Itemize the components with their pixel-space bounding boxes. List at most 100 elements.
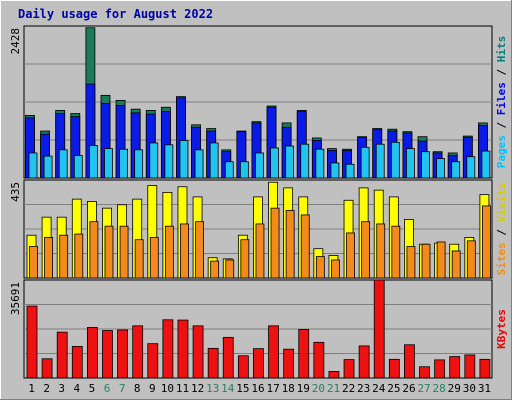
bar-kbytes-day-24 bbox=[373, 279, 385, 379]
x-tick-label-day-29: 29 bbox=[448, 382, 461, 395]
x-tick-label-day-14: 14 bbox=[221, 382, 235, 395]
bar-sites-day-19 bbox=[300, 214, 310, 279]
x-tick-label-day-30: 30 bbox=[463, 382, 476, 395]
bar-kbytes-day-30 bbox=[464, 354, 476, 379]
bar-sites-day-25 bbox=[391, 225, 401, 279]
chart-panels: 2428 Pages / Files / Hits 435 Sites / Visit… bbox=[9, 25, 508, 379]
panel-kbytes: 35691 KBytes bbox=[9, 279, 508, 379]
bar-kbytes-day-26 bbox=[404, 344, 415, 379]
side-legend-part: Hits bbox=[495, 36, 508, 63]
bar-sites-day-30 bbox=[466, 240, 476, 279]
bar-pages-day-30 bbox=[466, 156, 476, 179]
side-legend-part: Pages bbox=[495, 135, 508, 168]
x-tick-label-day-13: 13 bbox=[206, 382, 219, 395]
bar-sites-day-13 bbox=[210, 260, 220, 279]
chart-title: Daily usage for August 2022 bbox=[18, 7, 213, 21]
panel-hits-files-pages: 2428 Pages / Files / Hits bbox=[9, 25, 508, 179]
bar-sites-day-10 bbox=[164, 225, 174, 279]
x-tick-label-day-25: 25 bbox=[387, 382, 400, 395]
bar-sites-day-5 bbox=[89, 221, 99, 279]
x-tick-label-day-11: 11 bbox=[176, 382, 189, 395]
bar-pages-day-16 bbox=[255, 152, 264, 179]
bar-sites-day-4 bbox=[74, 233, 84, 279]
bar-kbytes-day-25 bbox=[388, 358, 400, 379]
x-axis-tick-labels: 1 2 3 4 5 6 7 8 9 10 11 12 13 14 15 16 17 18 19 20 21 22 23 24 2… bbox=[28, 382, 491, 395]
bar-kbytes-day-4 bbox=[71, 346, 83, 379]
bar-kbytes-day-7 bbox=[117, 329, 128, 379]
bar-kbytes-day-11 bbox=[177, 319, 189, 379]
bar-kbytes-day-12 bbox=[192, 325, 204, 379]
bar-pages-day-18 bbox=[285, 145, 295, 179]
bar-pages-day-3 bbox=[58, 149, 68, 179]
x-tick-label-day-23: 23 bbox=[357, 382, 370, 395]
bar-sites-day-3 bbox=[59, 234, 69, 279]
bar-pages-day-5 bbox=[88, 145, 98, 179]
bar-kbytes-day-29 bbox=[449, 356, 461, 379]
side-legend-part: Sites bbox=[495, 242, 508, 275]
bar-sites-day-29 bbox=[451, 250, 461, 279]
x-tick-label-day-22: 22 bbox=[342, 382, 355, 395]
x-tick-label-day-6: 6 bbox=[104, 382, 111, 395]
side-legend-part: / bbox=[495, 62, 508, 82]
y-max-label: 35691 bbox=[9, 282, 22, 315]
x-tick-label-day-4: 4 bbox=[74, 382, 81, 395]
bar-sites-day-21 bbox=[331, 259, 340, 279]
x-tick-label-day-20: 20 bbox=[312, 382, 325, 395]
bar-pages-day-27 bbox=[421, 151, 430, 179]
x-tick-label-day-3: 3 bbox=[58, 382, 65, 395]
bar-sites-day-27 bbox=[421, 243, 431, 279]
bar-pages-day-17 bbox=[270, 147, 279, 179]
x-tick-label-day-8: 8 bbox=[134, 382, 141, 395]
bar-pages-day-12 bbox=[194, 149, 204, 179]
bar-pages-day-21 bbox=[330, 162, 340, 179]
bar-pages-day-13 bbox=[209, 142, 219, 179]
x-tick-label-day-31: 31 bbox=[478, 382, 491, 395]
x-tick-label-day-7: 7 bbox=[119, 382, 126, 395]
bar-pages-day-26 bbox=[406, 148, 415, 179]
bar-sites-day-8 bbox=[134, 239, 144, 279]
x-tick-label-day-5: 5 bbox=[89, 382, 96, 395]
bar-pages-day-23 bbox=[360, 146, 370, 179]
side-legend-part: Visits bbox=[495, 183, 508, 223]
bar-pages-day-15 bbox=[239, 161, 249, 179]
bar-kbytes-day-28 bbox=[434, 359, 446, 379]
x-tick-label-day-12: 12 bbox=[191, 382, 204, 395]
bar-sites-day-7 bbox=[119, 225, 129, 279]
bar-kbytes-day-14 bbox=[222, 336, 234, 379]
bar-sites-day-9 bbox=[149, 237, 159, 279]
x-tick-label-day-18: 18 bbox=[282, 382, 295, 395]
bar-sites-day-6 bbox=[104, 225, 114, 279]
bar-kbytes-day-23 bbox=[358, 345, 370, 379]
x-tick-label-day-17: 17 bbox=[266, 382, 279, 395]
bar-kbytes-day-15 bbox=[237, 355, 249, 379]
bar-sites-day-11 bbox=[180, 223, 189, 279]
bar-pages-day-29 bbox=[451, 161, 461, 179]
bar-pages-day-11 bbox=[179, 140, 189, 179]
bar-pages-day-20 bbox=[315, 148, 325, 179]
bar-kbytes-day-8 bbox=[132, 325, 144, 379]
bar-kbytes-day-9 bbox=[147, 343, 159, 379]
side-legend-part: / bbox=[495, 222, 508, 242]
x-tick-label-day-21: 21 bbox=[327, 382, 340, 395]
bar-sites-day-15 bbox=[240, 239, 250, 279]
bar-sites-day-26 bbox=[406, 246, 416, 279]
bar-pages-day-1 bbox=[28, 152, 38, 179]
bar-kbytes-day-5 bbox=[86, 327, 98, 379]
bar-kbytes-day-2 bbox=[41, 358, 53, 379]
bar-pages-day-25 bbox=[390, 141, 400, 179]
bar-pages-day-31 bbox=[481, 150, 491, 179]
bar-sites-day-14 bbox=[225, 259, 235, 279]
x-tick-label-day-2: 2 bbox=[43, 382, 50, 395]
x-tick-label-day-26: 26 bbox=[402, 382, 415, 395]
bar-pages-day-19 bbox=[300, 143, 310, 179]
bar-kbytes-day-17 bbox=[268, 325, 279, 379]
bar-pages-day-6 bbox=[104, 148, 113, 179]
bar-pages-day-8 bbox=[134, 149, 144, 179]
bar-sites-day-23 bbox=[361, 221, 371, 279]
side-legend: Pages / Files / Hits bbox=[495, 36, 508, 169]
bar-sites-day-16 bbox=[255, 223, 265, 279]
bar-kbytes-day-18 bbox=[283, 348, 295, 379]
y-max-label: 435 bbox=[9, 182, 22, 202]
x-tick-label-day-28: 28 bbox=[433, 382, 446, 395]
